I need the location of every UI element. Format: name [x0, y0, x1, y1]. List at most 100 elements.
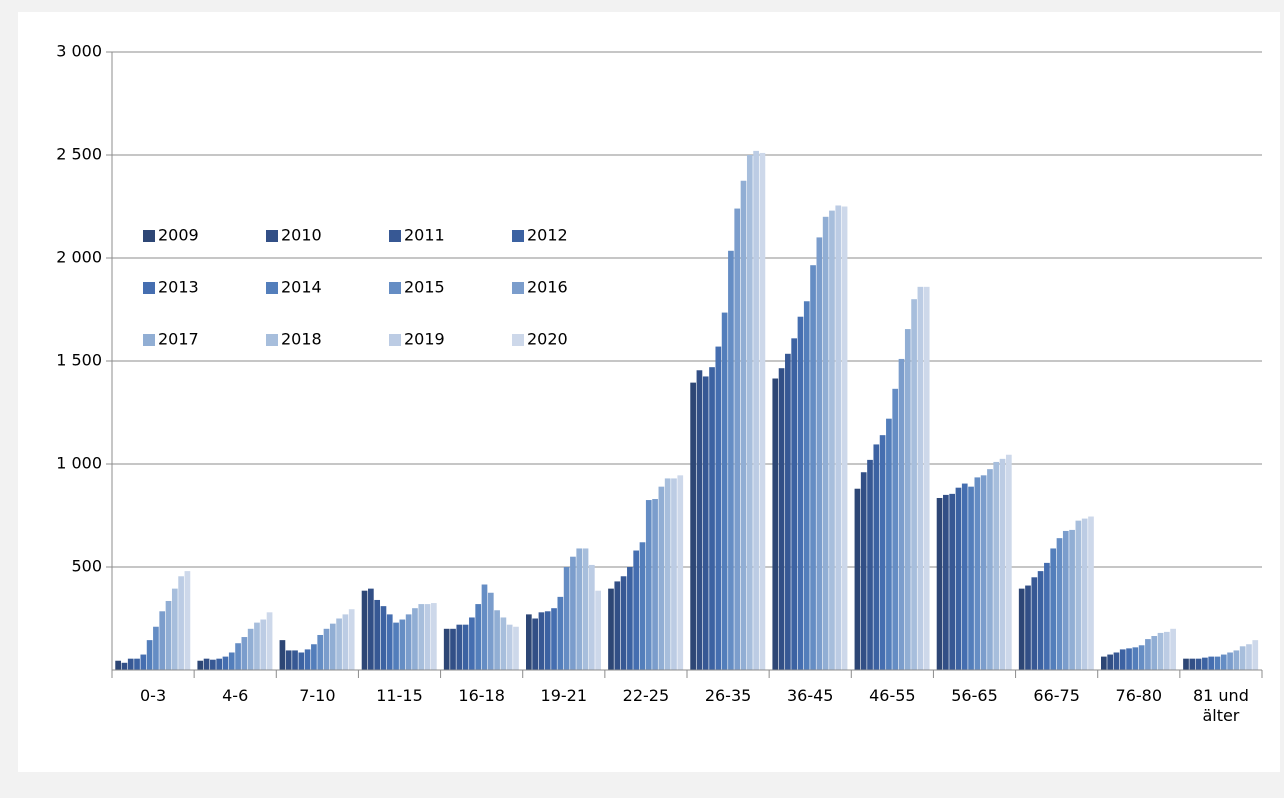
bar [184, 571, 191, 670]
bar [980, 475, 987, 670]
bar [1239, 646, 1246, 670]
x-tick-label: 16-18 [458, 686, 505, 705]
bar [127, 658, 134, 670]
x-tick-label: 66-75 [1033, 686, 1080, 705]
bar [728, 250, 734, 671]
bar [791, 338, 798, 670]
bar [254, 622, 260, 670]
bar [690, 382, 696, 670]
legend-swatch [512, 282, 524, 294]
x-tick-label: 26-35 [704, 686, 752, 705]
bar [582, 548, 589, 670]
bar [203, 658, 210, 670]
bar [386, 614, 393, 670]
x-tick-label: 36-45 [786, 686, 834, 705]
bar [178, 576, 184, 670]
bar [999, 458, 1006, 670]
bar [298, 652, 305, 670]
bar [696, 370, 703, 670]
bar [412, 608, 418, 670]
legend-label: 2012 [527, 226, 568, 245]
bar [1044, 562, 1050, 670]
bar [993, 461, 1000, 670]
bar [633, 550, 640, 670]
x-tick-label: 0-3 [139, 686, 167, 705]
bar [374, 599, 381, 670]
bar [772, 378, 779, 670]
y-tick-label: 1 000 [56, 454, 102, 473]
legend-label: 2010 [281, 226, 322, 245]
bar [1138, 645, 1145, 670]
bar [1233, 650, 1240, 670]
legend-swatch [143, 334, 155, 346]
bar [841, 206, 848, 670]
bar [450, 628, 456, 670]
bar [418, 604, 425, 670]
bar [443, 628, 450, 670]
bar [961, 483, 968, 670]
bar [532, 618, 538, 670]
bar [563, 567, 570, 670]
legend-swatch [512, 334, 524, 346]
bar [317, 634, 324, 670]
bar [968, 486, 974, 670]
legend-swatch [143, 282, 155, 294]
bar [753, 150, 759, 670]
bar [500, 617, 507, 670]
legend-swatch [389, 334, 401, 346]
bar [588, 564, 595, 670]
bar [645, 500, 652, 670]
bar [1081, 518, 1088, 670]
bar [974, 477, 981, 670]
bar [746, 155, 753, 670]
legend-label: 2020 [527, 330, 568, 349]
bar [171, 588, 178, 670]
bar [121, 662, 128, 670]
bar [399, 619, 406, 670]
bar [1202, 657, 1208, 670]
bar [506, 624, 513, 670]
bar [323, 628, 330, 670]
bar [923, 286, 930, 670]
y-tick-label: 1 500 [56, 351, 102, 370]
legend-swatch [389, 282, 401, 294]
bar [1062, 530, 1069, 670]
bar [228, 652, 235, 670]
bar [949, 493, 956, 670]
bar [576, 548, 583, 670]
bar [778, 368, 785, 670]
bar [658, 486, 665, 670]
bar [153, 626, 159, 670]
bar [1005, 454, 1012, 670]
legend-label: 2013 [158, 278, 199, 297]
bar [1183, 658, 1189, 670]
x-tick-label: 46-55 [869, 686, 916, 705]
bar [424, 604, 431, 670]
bar [943, 494, 949, 670]
bar [639, 542, 646, 670]
legend-label: 2009 [158, 226, 199, 245]
bar [917, 286, 924, 670]
legend-label: 2015 [404, 278, 445, 297]
y-tick-label: 500 [71, 557, 102, 576]
bar [867, 459, 873, 670]
bar [879, 435, 886, 670]
legend-label: 2018 [281, 330, 322, 349]
bar [652, 499, 658, 670]
bar [222, 656, 229, 670]
bar [1119, 649, 1126, 670]
x-tick-label: 4-6 [222, 686, 249, 705]
bar [570, 556, 576, 670]
bar [380, 606, 387, 670]
bar [1018, 588, 1025, 670]
bar [1025, 585, 1031, 670]
bar [803, 301, 810, 670]
bar [860, 472, 867, 670]
x-tick-label: 7-10 [299, 686, 336, 705]
bar [797, 316, 804, 670]
bar [247, 628, 254, 670]
bar [702, 376, 709, 670]
bar [544, 611, 551, 670]
bar [235, 643, 241, 670]
